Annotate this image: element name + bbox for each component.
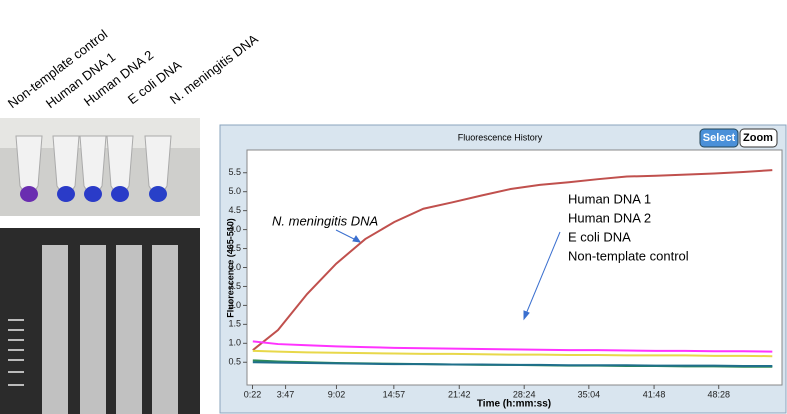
arrows xyxy=(335,229,561,321)
y-tick-label: 1.5 xyxy=(228,319,241,329)
y-tick-label: 3.0 xyxy=(228,262,241,272)
sample-labels: Non-template control Human DNA 1 Human D… xyxy=(5,26,261,111)
chart-title: Fluorescence History xyxy=(458,132,543,142)
x-tick-label: 14:57 xyxy=(383,389,406,399)
x-tick-label: 21:42 xyxy=(448,389,471,399)
x-tick-label: 41:48 xyxy=(643,389,666,399)
series-line xyxy=(252,169,773,351)
y-tick-label: 4.5 xyxy=(228,205,241,215)
gel-photo xyxy=(0,228,200,414)
button-label[interactable]: Select xyxy=(703,132,736,144)
y-tick-label: 2.5 xyxy=(228,281,241,291)
x-tick-label: 9:02 xyxy=(328,389,346,399)
button-label[interactable]: Zoom xyxy=(743,132,773,144)
y-axis-label: Fluorescence (465-510) xyxy=(225,218,235,318)
y-tick-label: 5.0 xyxy=(228,186,241,196)
y-tick-label: 2.0 xyxy=(228,300,241,310)
x-tick-label: 48:28 xyxy=(707,389,730,399)
tube-photo xyxy=(0,118,200,216)
annotation: Human DNA 2 xyxy=(568,210,651,225)
select-button[interactable]: Select xyxy=(699,128,739,148)
series-line xyxy=(252,361,773,368)
y-tick-label: 3.5 xyxy=(228,243,241,253)
zoom-button[interactable]: Zoom xyxy=(739,128,778,148)
x-tick-label: 28:24 xyxy=(513,389,536,399)
x-tick-label: 3:47 xyxy=(277,389,295,399)
annotation: Human DNA 1 xyxy=(568,191,651,206)
button-bg[interactable] xyxy=(699,128,739,148)
annotation: E coli DNA xyxy=(568,229,631,244)
x-tick-label: 0:22 xyxy=(244,389,262,399)
x-tick-label: 35:04 xyxy=(578,389,601,399)
y-tick-label: 1.0 xyxy=(228,338,241,348)
annotation: Non-template control xyxy=(568,248,689,263)
series-line xyxy=(252,340,773,353)
y-tick-label: 0.5 xyxy=(228,357,241,367)
x-axis-label: Time (h:mm:ss) xyxy=(477,399,551,410)
annotation: N. meningitis DNA xyxy=(272,213,378,228)
button-bg[interactable] xyxy=(739,128,778,148)
series-line xyxy=(252,349,773,358)
y-tick-label: 4.0 xyxy=(228,224,241,234)
y-tick-label: 5.5 xyxy=(228,167,241,177)
